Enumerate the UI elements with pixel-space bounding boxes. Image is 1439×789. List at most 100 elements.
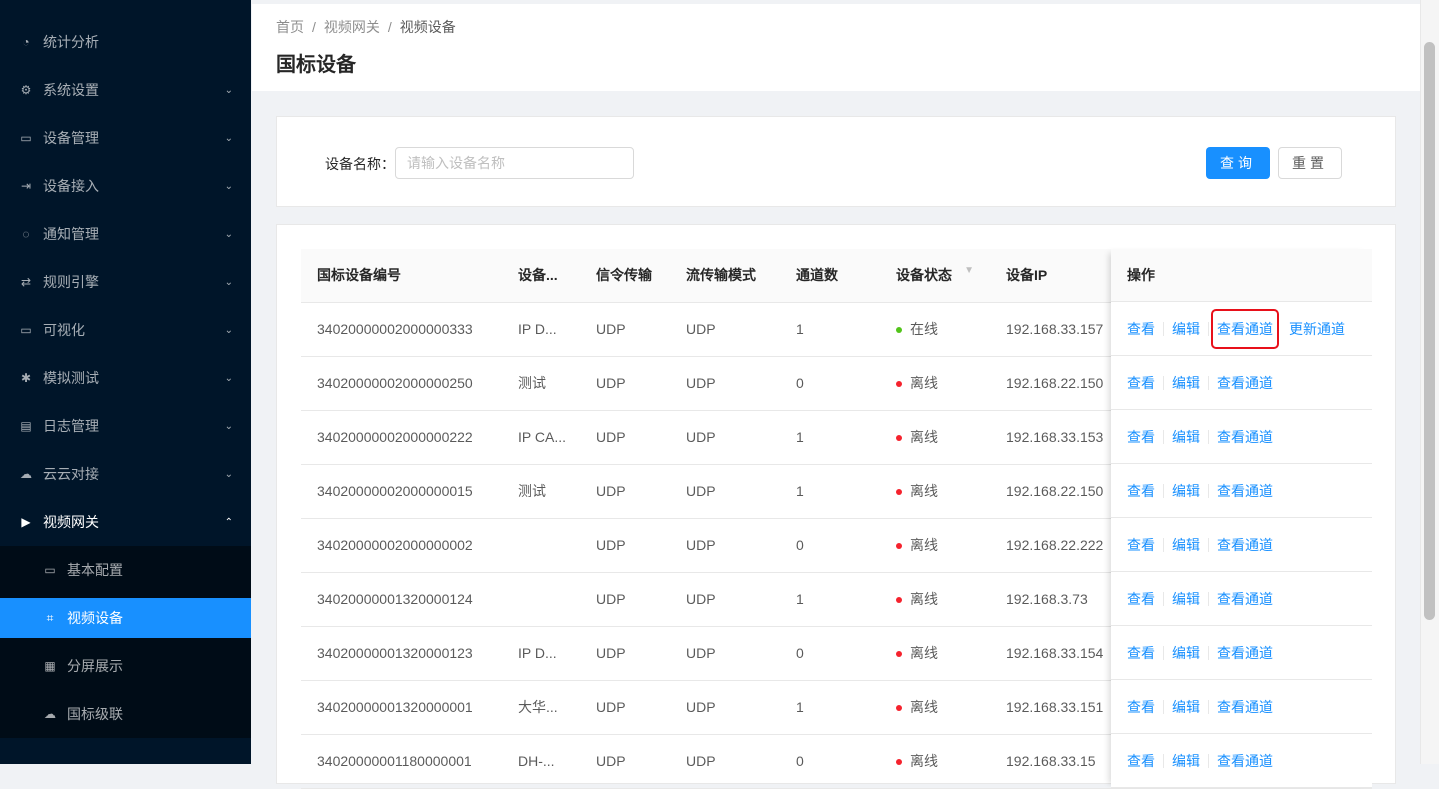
filter-icon[interactable]: ▼ [964,265,974,277]
column-header: 信令传输 [580,249,670,303]
sidebar-item[interactable]: ▭ 可视化 ⌄ [0,310,251,350]
edit-link[interactable]: 编辑 [1172,428,1200,445]
view-channels-link[interactable]: 查看通道 [1217,482,1273,499]
view-link[interactable]: 查看 [1127,698,1155,715]
device-name-input[interactable]: 请输入设备名称 [395,147,634,179]
sidebar-item[interactable]: ☁ 云云对接 ⌄ [0,454,251,494]
device-status: 离线 [880,410,990,465]
view-channels-link[interactable]: 查看通道 [1211,308,1279,349]
divider [1163,375,1164,390]
view-channels-link[interactable]: 查看通道 [1217,536,1273,553]
appstore-icon: ▦ [44,659,56,673]
status-text: 离线 [910,645,938,661]
view-link[interactable]: 查看 [1127,752,1155,769]
reset-button[interactable]: 重置 [1278,147,1342,179]
device-name: IP CA... [502,410,580,465]
sidebar-item[interactable]: ⚙ 系统设置 ⌄ [0,70,251,110]
sidebar-item-label: 规则引擎 [43,274,99,290]
divider [1208,537,1209,552]
view-link[interactable]: 查看 [1127,590,1155,607]
sidebar-item[interactable]: ◔ 统计分析 [0,22,251,62]
view-link[interactable]: 查看 [1127,374,1155,391]
device-name: 大华... [502,680,580,735]
actions-cell: 查看 编辑 查看通道 [1111,356,1372,410]
channel-count: 0 [780,518,880,573]
view-channels-link[interactable]: 查看通道 [1217,698,1273,715]
submenu-item[interactable]: ☁ 国标级联 [0,694,251,734]
breadcrumb: 首页 / 视频网关 / 视频设备 [276,17,456,37]
chevron-icon: ⌄ [224,84,233,96]
view-channels-link[interactable]: 查看通道 [1217,752,1273,769]
signal-transport: UDP [580,626,670,681]
chevron-icon: ⌄ [224,324,233,336]
edit-link[interactable]: 编辑 [1172,590,1200,607]
stream-mode: UDP [670,572,780,627]
column-header: 通道数 [780,249,880,303]
search-panel: 设备名称： 请输入设备名称 查询 重置 [276,116,1396,207]
edit-link[interactable]: 编辑 [1172,482,1200,499]
stream-mode: UDP [670,626,780,681]
query-button[interactable]: 查询 [1206,147,1270,179]
cloud-upload-icon: ☁ [44,707,56,721]
chevron-icon: ⌄ [224,276,233,288]
channel-count: 1 [780,572,880,627]
view-link[interactable]: 查看 [1127,320,1155,337]
device-status: 离线 [880,464,990,519]
sidebar-item-label: 模拟测试 [43,370,99,386]
submenu-item[interactable]: ▭ 基本配置 [0,550,251,590]
sidebar-item[interactable]: ⇥ 设备接入 ⌄ [0,166,251,206]
channel-count: 0 [780,626,880,681]
device-name [502,572,580,627]
video-icon: ▶ [21,515,31,529]
edit-link[interactable]: 编辑 [1172,374,1200,391]
edit-link[interactable]: 编辑 [1172,644,1200,661]
breadcrumb-video-gateway[interactable]: 视频网关 [323,19,380,35]
view-channels-link[interactable]: 查看通道 [1217,644,1273,661]
sidebar-item[interactable]: ◌ 通知管理 ⌄ [0,214,251,254]
view-link[interactable]: 查看 [1127,536,1155,553]
device-name: DH-... [502,734,580,789]
chevron-icon: ⌄ [224,372,233,384]
edit-link[interactable]: 编辑 [1172,752,1200,769]
sidebar-item[interactable]: ▭ 设备管理 ⌄ [0,118,251,158]
breadcrumb-home[interactable]: 首页 [276,19,304,35]
update-channels-link[interactable]: 更新通道 [1289,320,1345,337]
device-status: 离线 [880,734,990,789]
column-header-actions: 操作 [1111,249,1372,302]
chevron-icon: ⌄ [224,132,233,144]
actions-cell: 查看 编辑 查看通道 [1111,518,1372,572]
sidebar-item[interactable]: ▤ 日志管理 ⌄ [0,406,251,446]
channel-count: 0 [780,356,880,411]
channel-count: 1 [780,410,880,465]
device-id: 34020000002000000250 [301,356,502,411]
status-text: 离线 [910,699,938,715]
device-name [502,518,580,573]
view-link[interactable]: 查看 [1127,428,1155,445]
view-link[interactable]: 查看 [1127,644,1155,661]
edit-link[interactable]: 编辑 [1172,536,1200,553]
submenu-item-label: 基本配置 [67,562,123,578]
desktop-icon: ▭ [20,323,32,337]
sidebar-item[interactable]: ✱ 模拟测试 ⌄ [0,358,251,398]
submenu: ▭ 基本配置 ⌗ 视频设备 ▦ 分屏展示 ☁ 国标级联 [0,546,251,738]
view-channels-link[interactable]: 查看通道 [1217,428,1273,445]
scrollbar[interactable] [1420,0,1439,764]
submenu-item[interactable]: ▦ 分屏展示 [0,646,251,686]
border-icon: ⌗ [46,610,54,625]
submenu-item[interactable]: ⌗ 视频设备 [0,598,251,638]
view-link[interactable]: 查看 [1127,482,1155,499]
status-dot [896,327,902,334]
status-dot [896,381,902,388]
view-channels-link[interactable]: 查看通道 [1217,590,1273,607]
sidebar-item[interactable]: ⇄ 规则引擎 ⌄ [0,262,251,302]
breadcrumb-separator: / [312,19,316,35]
edit-link[interactable]: 编辑 [1172,320,1200,337]
view-channels-link[interactable]: 查看通道 [1217,374,1273,391]
edit-link[interactable]: 编辑 [1172,698,1200,715]
channel-count: 1 [780,302,880,357]
status-text: 离线 [910,429,938,445]
device-name-label: 设备名称： [325,156,395,172]
scrollbar-thumb[interactable] [1424,42,1435,620]
sidebar-item[interactable]: ▶ 视频网关 ⌃ [0,502,251,542]
video-camera-icon: ▭ [44,563,56,577]
